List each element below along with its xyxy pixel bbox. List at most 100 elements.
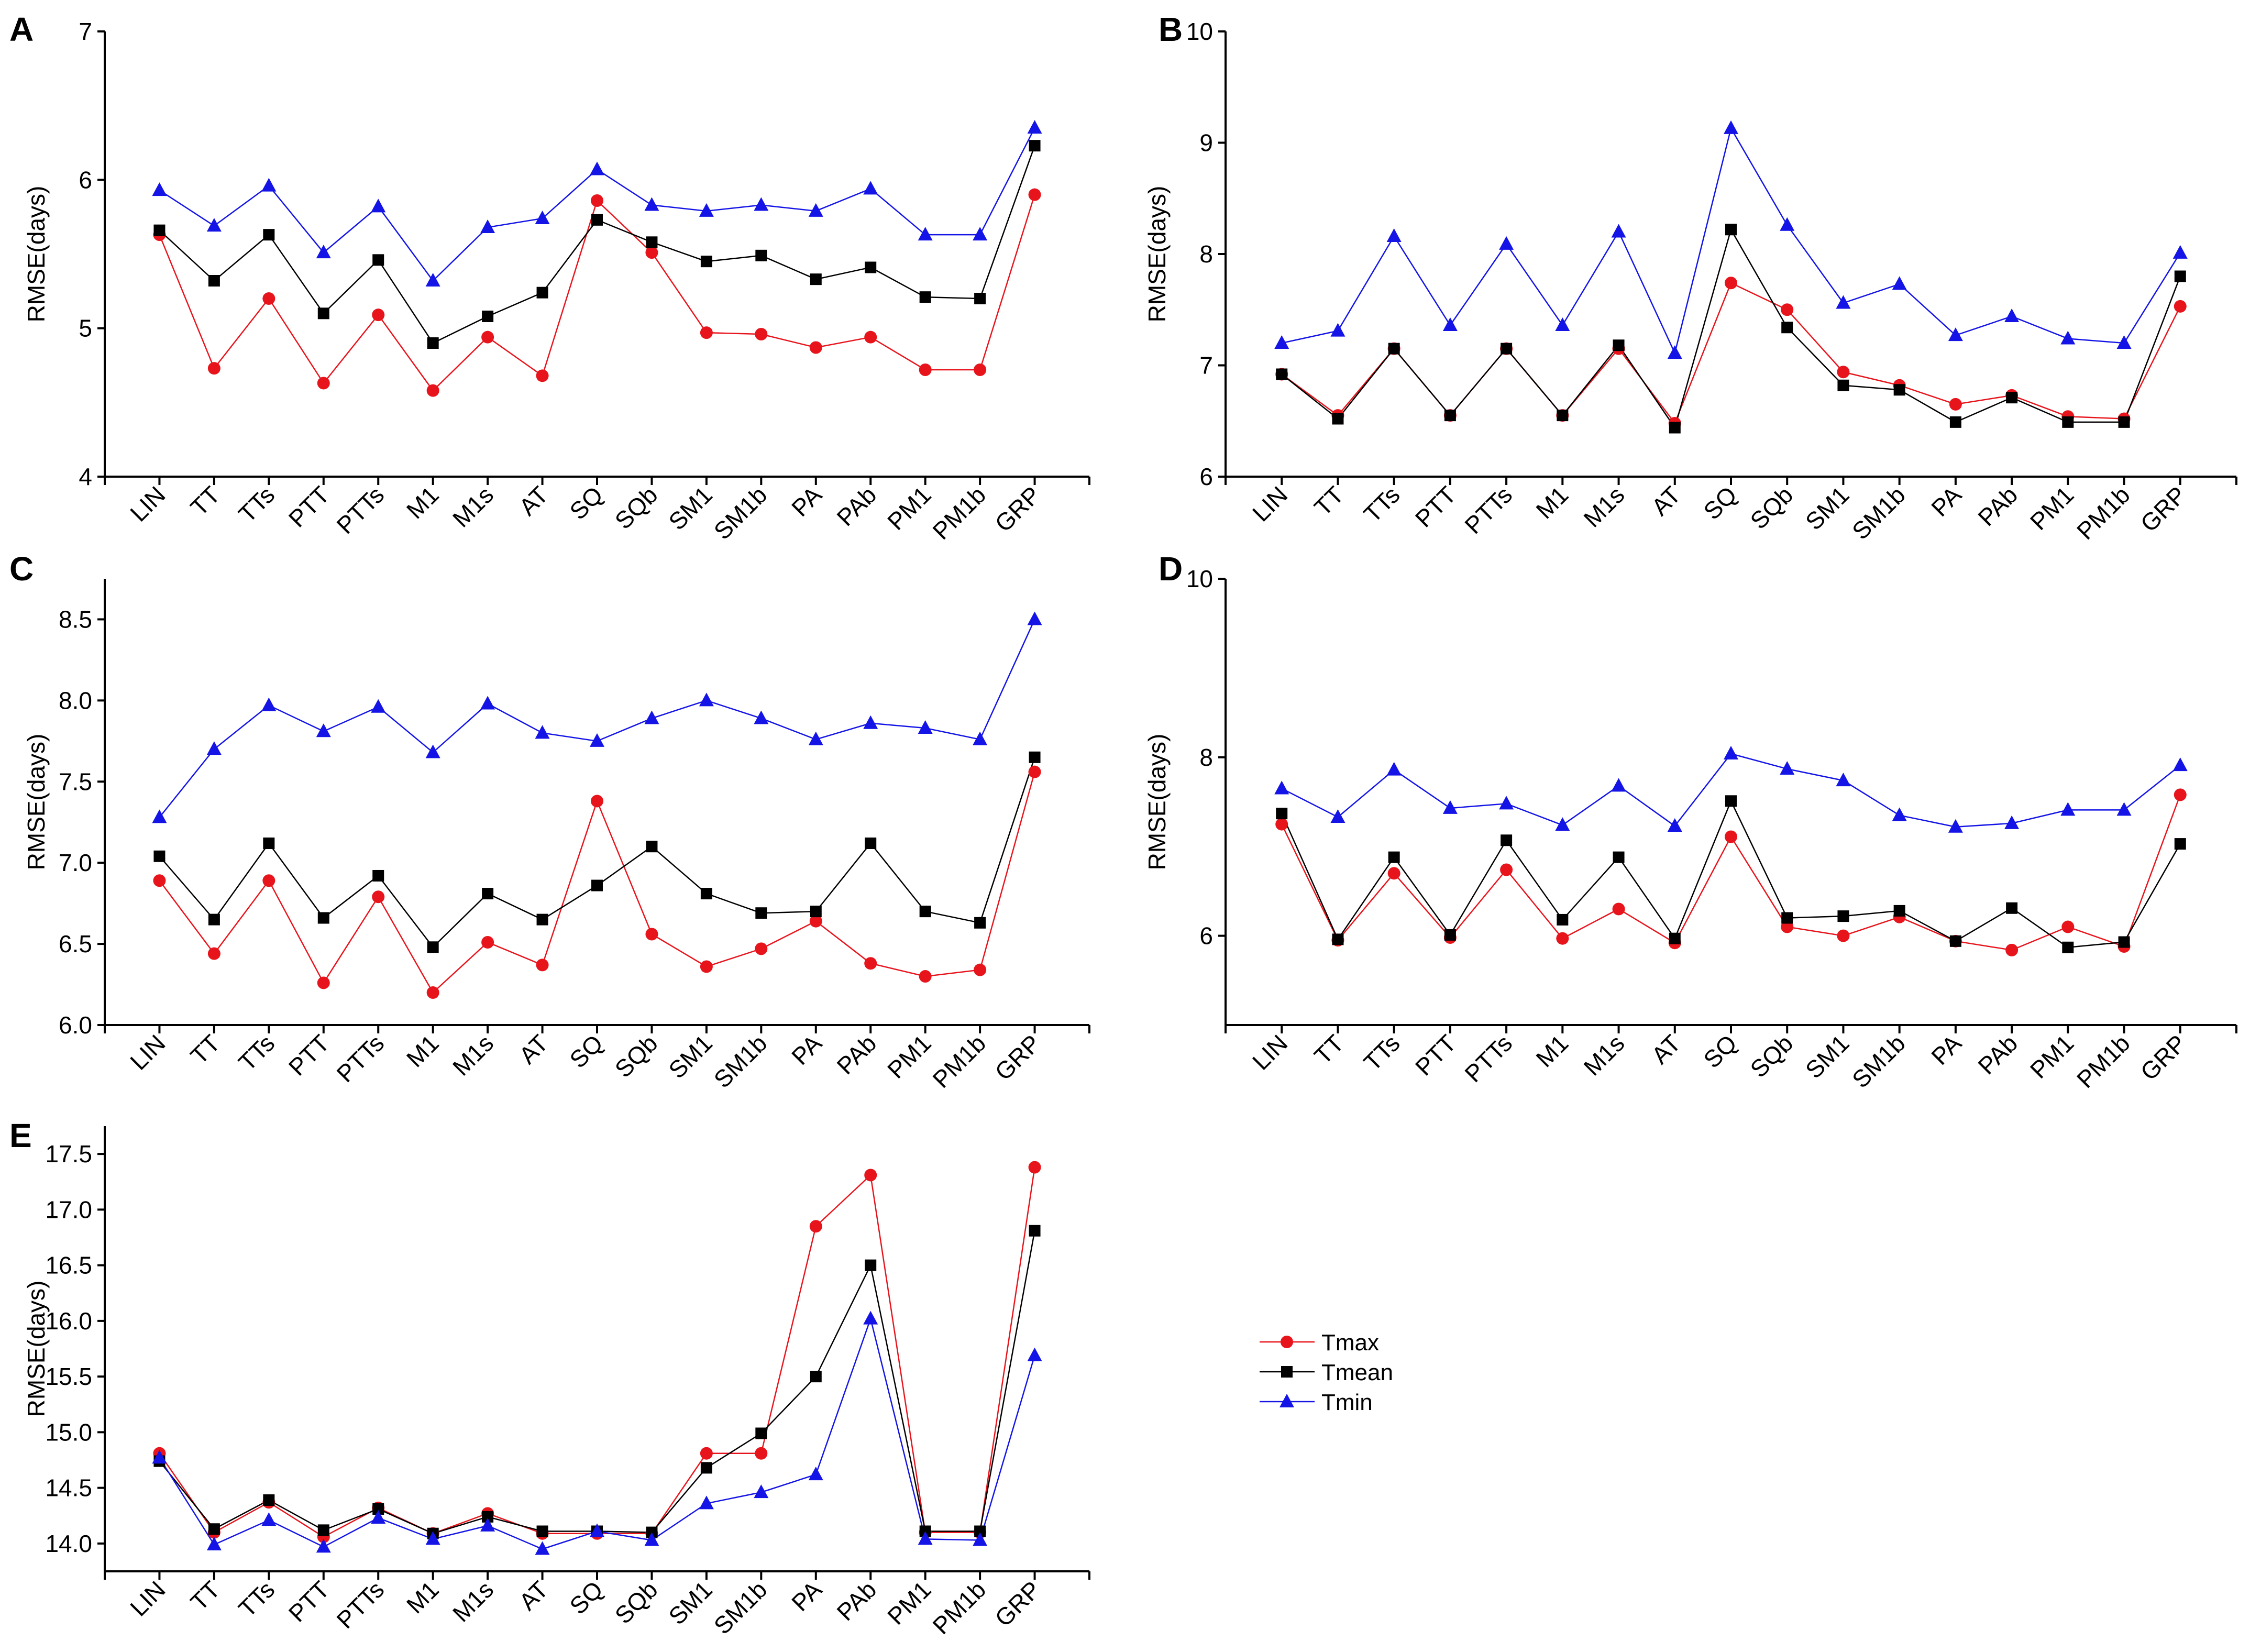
data-point-tmax: [1612, 902, 1625, 916]
data-point-tmean: [482, 888, 494, 900]
data-point-tmean: [646, 841, 658, 853]
data-point-tmean: [2062, 941, 2074, 953]
x-tick-label: M1: [1530, 481, 1573, 524]
x-tick-label: SQ: [564, 1029, 608, 1073]
legend-marker-tmin: [1280, 1394, 1294, 1407]
data-point-tmin: [918, 227, 933, 241]
x-tick-label: M1: [401, 481, 444, 524]
data-point-tmin: [480, 219, 495, 233]
data-point-tmax: [1781, 920, 1794, 933]
data-point-tmin: [644, 710, 659, 724]
y-axis-title: RMSE(days): [1143, 186, 1171, 323]
data-point-tmin: [754, 197, 769, 211]
data-point-tmean: [1893, 905, 1905, 917]
x-tick-label: M1s: [447, 1576, 499, 1627]
data-point-tmax: [864, 957, 877, 970]
data-point-tmin: [863, 715, 878, 729]
data-point-tmin: [2172, 245, 2188, 259]
x-tick-label: TTs: [233, 1029, 280, 1076]
data-point-tmin: [1948, 327, 1963, 342]
data-point-tmean: [700, 1462, 712, 1474]
x-tick-label: PA: [786, 481, 827, 522]
data-point-tmean: [153, 850, 166, 862]
x-tick-label: SQb: [610, 1576, 663, 1629]
data-point-tmax: [919, 364, 932, 376]
x-tick-label: PTT: [283, 481, 335, 532]
data-point-tmean: [865, 838, 877, 850]
y-tick-label: 7: [79, 18, 92, 45]
data-point-tmin: [699, 1495, 714, 1510]
data-point-tmean: [974, 917, 986, 929]
y-tick-label: 16.0: [45, 1307, 92, 1335]
x-tick-label: AT: [514, 1576, 554, 1615]
y-tick-label: 15.5: [45, 1363, 92, 1390]
y-tick-label: 8.0: [59, 687, 92, 714]
x-tick-label: PM1b: [927, 1029, 991, 1093]
data-point-tmean: [1837, 379, 1849, 391]
data-point-tmean: [974, 1525, 986, 1537]
data-point-tmean: [1669, 422, 1681, 434]
data-point-tmean: [1949, 416, 1961, 428]
data-point-tmin: [261, 1512, 277, 1526]
data-point-tmin: [261, 178, 277, 192]
x-tick-label: M1s: [1578, 481, 1629, 532]
y-tick-label: 8: [1199, 744, 1213, 771]
x-tick-label: SQ: [1698, 481, 1742, 525]
data-point-tmean: [865, 261, 877, 273]
data-point-tmin: [1027, 1347, 1042, 1361]
data-point-tmax: [755, 1447, 768, 1460]
data-point-tmean: [317, 912, 329, 924]
data-point-tmax: [207, 947, 220, 960]
data-point-tmax: [1500, 863, 1513, 876]
data-point-tmin: [1611, 224, 1626, 238]
data-point-tmean: [317, 1524, 329, 1536]
x-tick-label: TTs: [1359, 1029, 1405, 1076]
x-tick-label: SQb: [1745, 481, 1798, 534]
data-point-tmin: [2004, 815, 2020, 829]
y-tick-label: 17.0: [45, 1196, 92, 1223]
data-point-tmean: [536, 287, 548, 299]
x-tick-label: PAb: [1972, 1029, 2023, 1080]
series-line-tmean: [159, 1230, 1035, 1535]
data-point-tmin: [1948, 819, 1963, 833]
data-point-tmin: [754, 710, 769, 724]
data-point-tmin: [973, 1532, 988, 1546]
x-tick-label: M1s: [447, 1029, 499, 1081]
series-line-tmin: [1281, 753, 2181, 828]
data-point-tmin: [1724, 120, 1738, 134]
x-tick-label: M1: [1530, 1029, 1573, 1072]
data-point-tmin: [699, 203, 714, 217]
data-point-tmin: [644, 197, 659, 211]
data-point-tmin: [480, 1517, 495, 1532]
series-line-tmean: [1281, 799, 2181, 949]
data-point-tmin: [1386, 762, 1402, 776]
data-point-tmax: [974, 963, 987, 976]
data-point-tmax: [1275, 818, 1288, 831]
x-tick-label: M1: [401, 1029, 444, 1072]
legend-label-tmax: Tmax: [1321, 1330, 1379, 1356]
data-point-tmax: [864, 331, 877, 344]
data-point-tmin: [1555, 817, 1570, 831]
data-point-tmean: [1613, 339, 1625, 351]
x-tick-label: SQb: [610, 1029, 663, 1083]
x-tick-label: PTT: [283, 1029, 335, 1081]
data-point-tmin: [754, 1484, 769, 1499]
data-point-tmean: [591, 879, 603, 891]
y-tick-label: 8: [1199, 240, 1213, 268]
x-tick-label: M1s: [1578, 1029, 1629, 1081]
data-point-tmean: [810, 273, 822, 285]
x-tick-label: GRP: [989, 1576, 1045, 1632]
y-axis-title: RMSE(days): [23, 734, 50, 871]
data-point-tmax: [1837, 929, 1850, 942]
data-point-tmean: [153, 224, 166, 236]
data-point-tmean: [1276, 808, 1288, 820]
data-point-tmin: [590, 161, 604, 175]
x-tick-label: LIN: [125, 481, 170, 526]
data-point-tmean: [1725, 224, 1737, 236]
data-point-tmin: [918, 720, 933, 734]
x-tick-label: SM1b: [709, 481, 773, 545]
data-point-tmin: [973, 731, 988, 745]
data-point-tmin: [1274, 780, 1289, 795]
